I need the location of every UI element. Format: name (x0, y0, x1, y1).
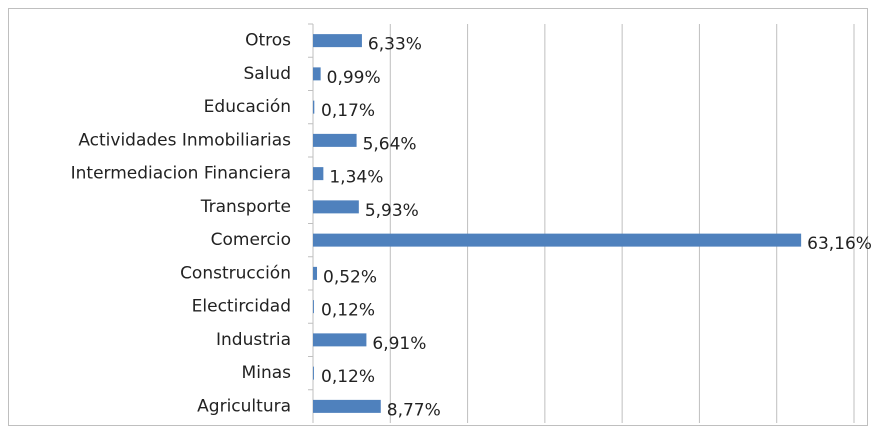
y-tick-label: Electircidad (192, 297, 291, 317)
bar (313, 100, 315, 114)
chart-border (8, 8, 868, 426)
y-tick-label: Minas (242, 363, 292, 383)
y-tick-label: Actividades Inmobiliarias (78, 130, 291, 150)
y-tick-label: Salud (244, 64, 292, 84)
bar (313, 333, 367, 347)
bar (313, 399, 381, 413)
y-tick-label: Intermediacion Financiera (71, 164, 291, 184)
data-label: 6,33% (368, 35, 422, 55)
bar (313, 200, 359, 214)
y-tick-label: Otros (245, 31, 291, 51)
bar (313, 366, 314, 380)
bar (313, 34, 362, 48)
data-label: 63,16% (807, 234, 872, 254)
y-tick-label: Educación (204, 97, 291, 117)
y-tick-label: Industria (216, 330, 291, 350)
y-tick-label: Agricultura (197, 396, 291, 416)
data-label: 0,12% (321, 367, 375, 387)
data-label: 0,17% (321, 101, 375, 121)
data-label: 0,12% (321, 301, 375, 321)
data-label: 0,52% (323, 267, 377, 287)
data-label: 1,34% (329, 168, 383, 188)
y-tick-label: Construcción (180, 263, 291, 283)
data-label: 6,91% (372, 334, 426, 354)
data-label: 0,99% (327, 68, 381, 88)
bar (313, 300, 314, 314)
bar (313, 133, 357, 147)
data-label: 5,93% (365, 201, 419, 221)
bar (313, 266, 318, 280)
data-label: 5,64% (363, 134, 417, 154)
bar (313, 233, 802, 247)
data-label: 8,77% (387, 400, 441, 420)
bar (313, 167, 324, 181)
y-tick-label: Comercio (211, 230, 291, 250)
bar (313, 67, 321, 81)
y-tick-label: Transporte (200, 197, 291, 217)
